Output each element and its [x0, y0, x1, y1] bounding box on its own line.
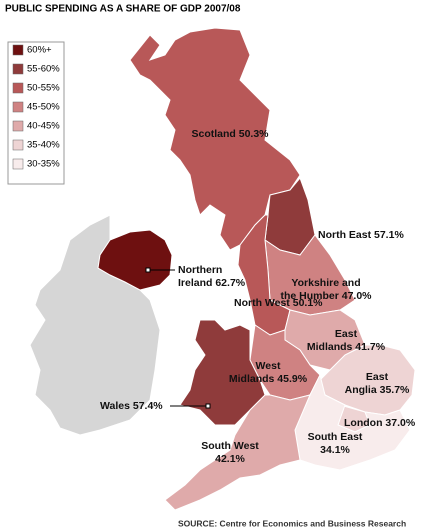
leader-dot: [145, 267, 151, 273]
region-label: West: [256, 360, 281, 372]
region-label: South West: [201, 440, 259, 452]
legend-swatch: [12, 139, 24, 151]
legend-swatch: [12, 63, 24, 75]
legend-swatch: [12, 82, 24, 94]
region-label: Northern: [178, 264, 222, 276]
region-label: Midlands 45.9%: [229, 373, 308, 385]
region-label: Ireland 62.7%: [178, 277, 246, 289]
legend-label: 55-60%: [27, 64, 60, 75]
region-label: East: [366, 371, 389, 383]
region: [179, 319, 266, 426]
region-label: Scotland 50.3%: [191, 128, 269, 140]
region: [97, 229, 173, 291]
legend-label: 30-35%: [27, 159, 60, 170]
region-label: Midlands 41.7%: [307, 341, 386, 353]
region: [294, 373, 411, 471]
legend-label: 35-40%: [27, 140, 60, 151]
region-label: Wales 57.4%: [100, 400, 163, 412]
legend-swatch: [12, 101, 24, 113]
region-label: South East: [308, 431, 363, 443]
region-label: the Humber 47.0%: [280, 290, 372, 302]
region-label: 42.1%: [215, 453, 245, 465]
leader-dot: [205, 403, 211, 409]
region: [164, 394, 311, 511]
region-label: Yorkshire and: [291, 277, 360, 289]
legend-label: 40-45%: [27, 121, 60, 132]
legend-label: 50-55%: [27, 83, 60, 94]
legend-label: 45-50%: [27, 102, 60, 113]
region-label: East: [335, 328, 358, 340]
legend-swatch: [12, 120, 24, 132]
region-label: London 37.0%: [344, 417, 416, 429]
source: SOURCE: Centre for Economics and Busines…: [178, 518, 406, 528]
map-title: PUBLIC SPENDING AS A SHARE OF GDP 2007/0…: [5, 4, 241, 15]
region-label: Anglia 35.7%: [345, 384, 410, 396]
legend-swatch: [12, 44, 24, 56]
region-label: 34.1%: [320, 444, 350, 456]
ireland: [29, 214, 161, 436]
legend-label: 60%+: [27, 45, 52, 56]
region-label: North West 50.1%: [234, 297, 323, 309]
legend-swatch: [12, 158, 24, 170]
region-label: North East 57.1%: [318, 229, 404, 241]
